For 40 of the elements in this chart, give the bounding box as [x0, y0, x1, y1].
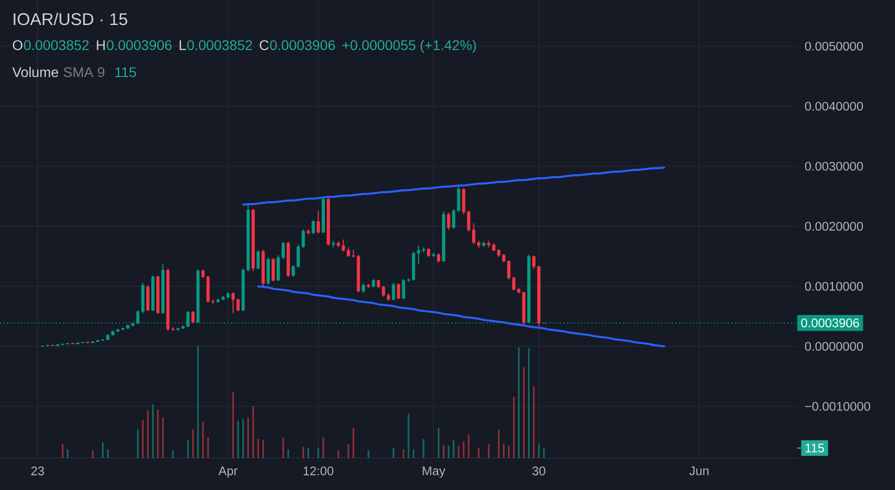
y-tick-label: 0.0010000: [805, 282, 863, 291]
annotation: 0.0003906: [270, 40, 335, 50]
x-tick-label: Apr: [218, 466, 238, 478]
x-tick-label: 30: [532, 466, 546, 476]
x-tick-label: 12:00: [304, 466, 334, 476]
annotation: O: [12, 40, 22, 50]
y-tick-label: 0.0000000: [805, 342, 863, 351]
candlestick: [146, 284, 150, 312]
annotation: 0.0003852: [24, 40, 89, 50]
annotation: 115: [115, 67, 136, 78]
annotation: C: [260, 40, 269, 50]
y-tick-label: 0.0040000: [805, 102, 863, 111]
annotation: L: [180, 40, 186, 50]
candlestick: [396, 282, 400, 300]
annotation: +0.0000055 (+1.42%): [342, 40, 476, 53]
candlestick: [362, 282, 366, 294]
x-tick-label: Jun: [689, 466, 708, 476]
y-tick-label: 0.0030000: [805, 162, 863, 171]
candlestick: [447, 212, 450, 230]
candlestick: [316, 210, 320, 234]
y-tick-label: 0.0020000: [805, 222, 863, 231]
annotation: 0.0003852: [187, 40, 252, 50]
candlestick: [191, 310, 195, 324]
candlestick: [256, 250, 260, 270]
annotation: 0.0003906: [106, 40, 172, 50]
candlestick: [392, 282, 396, 301]
ref-line-label: 0.0003906: [801, 318, 860, 328]
x-tick-label: 23: [31, 466, 44, 476]
candlestick: [312, 220, 315, 235]
annotation: Volume: [12, 66, 58, 78]
annotation: H: [96, 40, 105, 50]
candlestick: [272, 258, 275, 282]
candlestick: [437, 252, 440, 263]
y2-tick-label: 115: [806, 444, 824, 452]
x-tick-label: May: [422, 466, 446, 478]
candlestick: [402, 278, 406, 300]
y-tick-label: −0.0010000: [805, 402, 870, 411]
y-tick-label: 0.0050000: [805, 42, 863, 51]
text: IOAR/USD · 15: [14, 12, 128, 26]
annotation: SMA 9: [64, 67, 104, 78]
